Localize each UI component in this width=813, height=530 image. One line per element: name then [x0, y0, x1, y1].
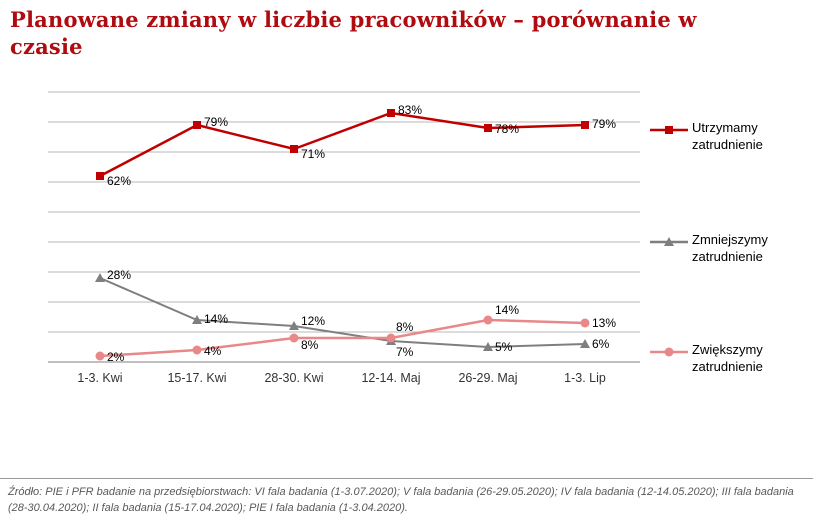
svg-text:8%: 8%: [396, 320, 414, 334]
chart-legend: Utrzymamy zatrudnienie Zmniejszymy zatru…: [650, 84, 813, 400]
pink-circle-line-icon: [650, 347, 688, 357]
svg-text:1-3. Lip: 1-3. Lip: [564, 371, 606, 385]
legend-label: Zmniejszymy zatrudnienie: [692, 232, 768, 264]
legend-item-zmniejszymy: Zmniejszymy zatrudnienie: [650, 232, 792, 266]
svg-text:6%: 6%: [592, 337, 610, 351]
svg-text:62%: 62%: [107, 174, 131, 188]
svg-text:28-30. Kwi: 28-30. Kwi: [264, 371, 323, 385]
svg-text:13%: 13%: [592, 316, 616, 330]
svg-text:71%: 71%: [301, 147, 325, 161]
svg-text:12%: 12%: [301, 314, 325, 328]
svg-text:14%: 14%: [204, 312, 228, 326]
svg-text:78%: 78%: [495, 122, 519, 136]
divider: [0, 478, 813, 479]
svg-text:1-3. Kwi: 1-3. Kwi: [77, 371, 122, 385]
line-chart: 62% 79% 71% 83% 78% 79% 28% 14% 12% 7% 5% 6% 2% 4% 8% 8…: [48, 91, 640, 385]
svg-text:4%: 4%: [204, 344, 222, 358]
svg-text:79%: 79%: [592, 117, 616, 131]
svg-text:28%: 28%: [107, 268, 131, 282]
svg-text:83%: 83%: [398, 103, 422, 117]
svg-text:8%: 8%: [301, 338, 319, 352]
legend-item-utrzymamy: Utrzymamy zatrudnienie: [650, 120, 792, 154]
svg-text:79%: 79%: [204, 115, 228, 129]
svg-text:14%: 14%: [495, 303, 519, 317]
svg-text:2%: 2%: [107, 350, 125, 364]
chart-area: 62% 79% 71% 83% 78% 79% 28% 14% 12% 7% 5% 6% 2% 4% 8% 8…: [0, 84, 813, 400]
page-title: Planowane zmiany w liczbie pracowników –…: [10, 7, 697, 60]
svg-text:12-14. Maj: 12-14. Maj: [361, 371, 420, 385]
svg-text:26-29. Maj: 26-29. Maj: [458, 371, 517, 385]
legend-item-zwiekszymy: Zwiększymy zatrudnienie: [650, 342, 792, 376]
gray-triangle-line-icon: [650, 237, 688, 246]
red-square-line-icon: [650, 126, 688, 134]
legend-label: Zwiększymy zatrudnienie: [692, 342, 763, 374]
svg-text:15-17. Kwi: 15-17. Kwi: [167, 371, 226, 385]
svg-text:7%: 7%: [396, 345, 414, 359]
source-note: Źródło: PIE i PFR badanie na przedsiębio…: [8, 486, 794, 514]
legend-label: Utrzymamy zatrudnienie: [692, 120, 763, 152]
svg-text:5%: 5%: [495, 340, 513, 354]
